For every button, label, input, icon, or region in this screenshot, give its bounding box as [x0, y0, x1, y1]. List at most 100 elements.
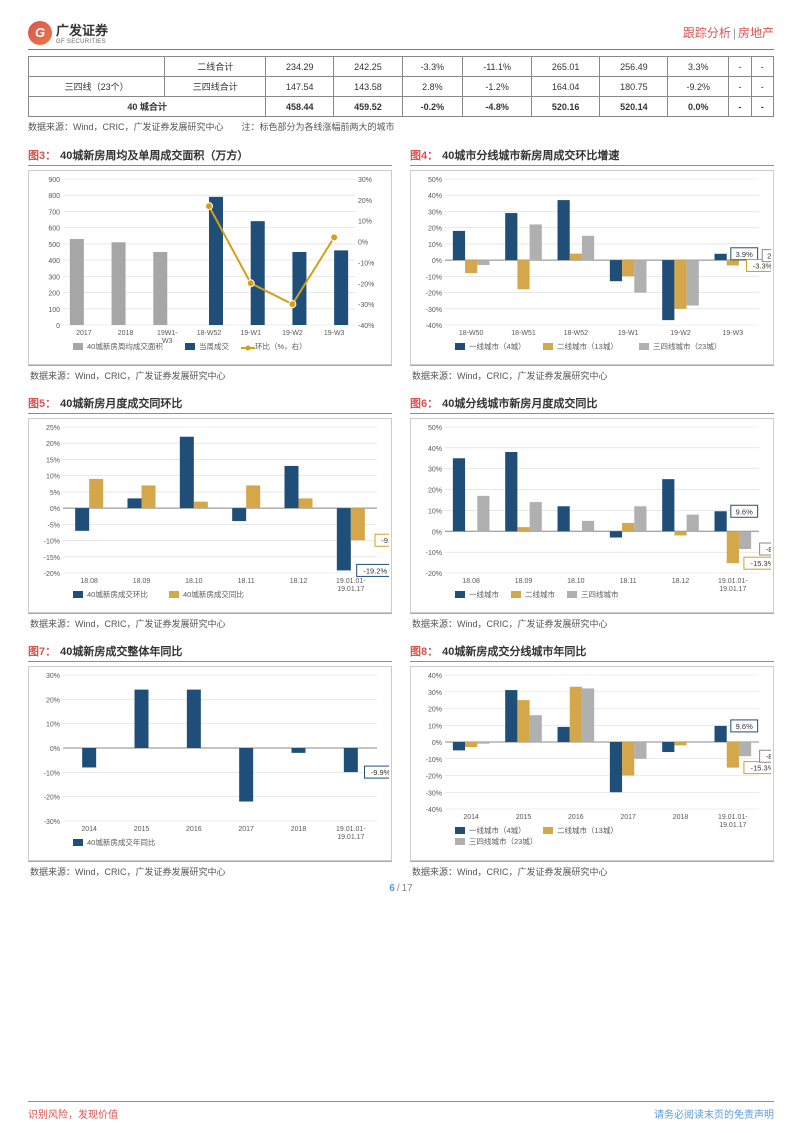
chart3-block: 图3：40城新房周均及单周成交面积（万方） 010020030040050060… [28, 147, 392, 385]
svg-text:0%: 0% [432, 740, 442, 747]
svg-text:-40%: -40% [358, 323, 374, 330]
svg-text:50%: 50% [428, 177, 442, 184]
svg-text:19W1-: 19W1- [157, 330, 178, 337]
svg-text:9.6%: 9.6% [736, 722, 753, 731]
chart4-block: 图4：40城市分线城市新房周成交环比增速 -40%-30%-20%-10%0%1… [410, 147, 774, 385]
gf-logo-icon: G [28, 21, 52, 45]
svg-text:-20%: -20% [426, 571, 442, 578]
svg-text:0%: 0% [432, 529, 442, 536]
svg-text:-15.3%: -15.3% [751, 764, 771, 773]
svg-text:19.01.17: 19.01.17 [719, 822, 746, 829]
svg-text:30%: 30% [428, 690, 442, 697]
svg-text:700: 700 [48, 209, 60, 216]
svg-text:二线城市（13城）: 二线城市（13城） [557, 341, 618, 351]
svg-text:18.09: 18.09 [133, 578, 151, 585]
svg-text:30%: 30% [428, 467, 442, 474]
table-source-note: 数据来源：Wind，CRIC，广发证券发展研究中心 注：标色部分为各线涨幅前两大… [28, 120, 774, 133]
svg-text:三四线城市: 三四线城市 [581, 589, 619, 599]
svg-text:-15.3%: -15.3% [751, 559, 771, 568]
svg-text:20%: 20% [358, 198, 372, 205]
svg-text:-10%: -10% [44, 539, 60, 546]
svg-text:-20%: -20% [44, 795, 60, 802]
svg-text:19.01.01-: 19.01.01- [718, 814, 748, 821]
svg-text:10%: 10% [358, 219, 372, 226]
svg-text:-30%: -30% [426, 790, 442, 797]
svg-text:30%: 30% [428, 209, 442, 216]
svg-text:一线城市（4城）: 一线城市（4城） [469, 825, 526, 835]
svg-text:18.10: 18.10 [567, 578, 585, 585]
svg-text:-10%: -10% [358, 260, 374, 267]
page-number: 6/17 [28, 883, 774, 894]
svg-text:W3: W3 [162, 338, 173, 345]
svg-text:900: 900 [48, 177, 60, 184]
svg-text:19.01.17: 19.01.17 [337, 586, 364, 593]
svg-text:0%: 0% [50, 506, 60, 513]
svg-text:500: 500 [48, 242, 60, 249]
svg-text:18.08: 18.08 [462, 578, 480, 585]
svg-text:18-W50: 18-W50 [459, 330, 484, 337]
svg-text:-9.9%: -9.9% [371, 768, 389, 777]
chart5-svg: -20%-15%-10%-5%0%5%10%15%20%25%18.0818.0… [29, 419, 389, 609]
svg-text:18.12: 18.12 [672, 578, 690, 585]
svg-text:3.9%: 3.9% [736, 250, 753, 259]
svg-text:100: 100 [48, 307, 60, 314]
chart7-svg: -30%-20%-10%0%10%20%30%20142015201620172… [29, 667, 389, 857]
svg-text:9.6%: 9.6% [736, 507, 753, 516]
svg-text:19-W3: 19-W3 [324, 330, 345, 337]
svg-text:2018: 2018 [673, 814, 689, 821]
svg-text:40城新房成交年同比: 40城新房成交年同比 [87, 837, 156, 847]
svg-text:200: 200 [48, 291, 60, 298]
svg-text:18-W52: 18-W52 [564, 330, 589, 337]
svg-text:当周成交: 当周成交 [199, 341, 229, 351]
svg-text:5%: 5% [50, 490, 60, 497]
chart5-block: 图5：40城新房月度成交同环比 -20%-15%-10%-5%0%5%10%15… [28, 395, 392, 633]
svg-text:18-W52: 18-W52 [197, 330, 222, 337]
svg-text:600: 600 [48, 226, 60, 233]
svg-text:18.12: 18.12 [290, 578, 308, 585]
svg-text:19-W1: 19-W1 [240, 330, 261, 337]
svg-text:-5%: -5% [48, 522, 60, 529]
svg-text:-30%: -30% [358, 302, 374, 309]
chart8-svg: -40%-30%-20%-10%0%10%20%30%40%2014201520… [411, 667, 771, 857]
svg-text:20%: 20% [46, 441, 60, 448]
svg-text:40%: 40% [428, 446, 442, 453]
chart6-source: 数据来源：Wind，CRIC，广发证券发展研究中心 [410, 613, 774, 633]
svg-text:2015: 2015 [516, 814, 532, 821]
svg-text:0%: 0% [358, 240, 368, 247]
page-header: G 广发证券 GF SECURITIES 跟踪分析|房地产 [28, 20, 774, 50]
svg-text:-8.5%: -8.5% [766, 752, 771, 761]
svg-text:-20%: -20% [358, 281, 374, 288]
svg-text:二线城市（13城）: 二线城市（13城） [557, 825, 618, 835]
svg-text:2014: 2014 [463, 814, 479, 821]
svg-text:18.11: 18.11 [238, 578, 255, 585]
svg-text:0%: 0% [432, 258, 442, 265]
chart3-source: 数据来源：Wind，CRIC，广发证券发展研究中心 [28, 365, 392, 385]
svg-text:2014: 2014 [81, 826, 97, 833]
svg-text:-3.3%: -3.3% [753, 261, 771, 270]
svg-text:19-W3: 19-W3 [723, 330, 744, 337]
svg-text:-19.2%: -19.2% [363, 566, 387, 575]
footer-right: 请务必阅读末页的免责声明 [654, 1106, 774, 1121]
svg-text:18.11: 18.11 [620, 578, 637, 585]
chart6-block: 图6：40城分线城市新房月度成交同比 -20%-10%0%10%20%30%40… [410, 395, 774, 633]
svg-text:10%: 10% [428, 508, 442, 515]
svg-text:-30%: -30% [44, 819, 60, 826]
svg-text:环比（%，右）: 环比（%，右） [255, 341, 307, 351]
chart7-source: 数据来源：Wind，CRIC，广发证券发展研究中心 [28, 861, 392, 881]
svg-text:40城新房成交同比: 40城新房成交同比 [183, 589, 244, 599]
svg-text:40城新房周均成交面积: 40城新房周均成交面积 [87, 341, 163, 351]
svg-text:-9.9%: -9.9% [381, 536, 389, 545]
svg-text:300: 300 [48, 274, 60, 281]
chart3-svg: 0100200300400500600700800900-40%-30%-20%… [29, 171, 389, 361]
svg-text:一线城市: 一线城市 [469, 589, 499, 599]
svg-text:-30%: -30% [426, 307, 442, 314]
svg-text:19.01.01-: 19.01.01- [336, 578, 366, 585]
svg-text:2018: 2018 [291, 826, 307, 833]
svg-text:2015: 2015 [134, 826, 150, 833]
svg-text:10%: 10% [46, 474, 60, 481]
svg-text:2016: 2016 [186, 826, 202, 833]
svg-text:二线城市: 二线城市 [525, 589, 555, 599]
header-category: 跟踪分析|房地产 [683, 24, 774, 41]
svg-text:-40%: -40% [426, 807, 442, 814]
svg-text:18.09: 18.09 [515, 578, 533, 585]
